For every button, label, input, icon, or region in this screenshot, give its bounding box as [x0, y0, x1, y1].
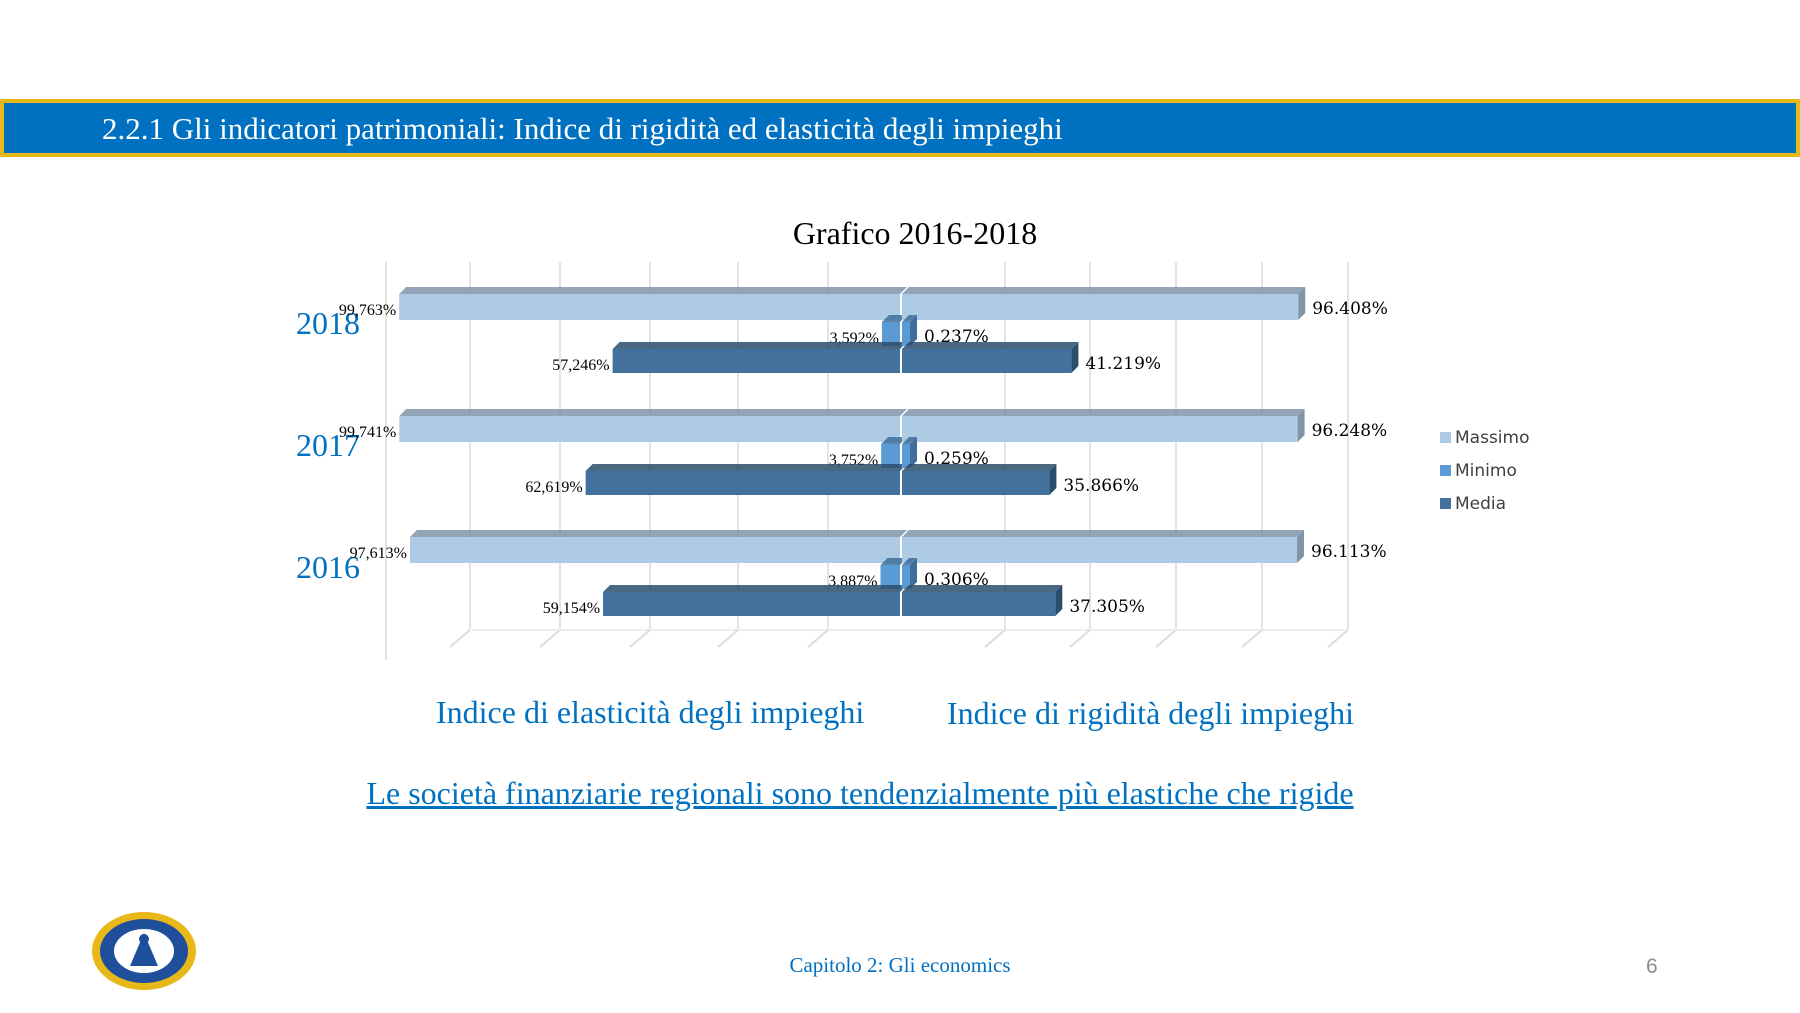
data-label-left-massimo: 97,613%: [350, 545, 407, 562]
bar-top: [902, 464, 1057, 471]
bar-minimo: [902, 322, 910, 346]
data-label-right-massimo: 96.248%: [1312, 421, 1388, 441]
year-label-2018: 2018: [296, 305, 360, 341]
bar-chart: 99,763%3,592%57,246%96.408%0.237%41.219%…: [339, 262, 1388, 660]
bar-top: [902, 558, 917, 565]
conclusion-link[interactable]: Le società finanziarie regionali sono te…: [366, 775, 1354, 811]
university-seal-icon: [90, 911, 198, 991]
data-label-right-media: 35.866%: [1063, 476, 1139, 496]
bar-side: [1055, 585, 1063, 616]
data-label-left-massimo: 99,741%: [339, 424, 396, 441]
legend-item-media: Media: [1440, 487, 1529, 520]
bar-top: [902, 315, 917, 322]
bar-media: [603, 592, 900, 616]
bar-minimo: [902, 565, 910, 589]
bar-side: [910, 437, 917, 468]
left-axis-caption: Indice di elasticità degli impieghi: [436, 694, 865, 730]
legend-label-massimo: Massimo: [1455, 427, 1530, 448]
data-label-right-media: 37.305%: [1069, 597, 1145, 617]
legend-label-minimo: Minimo: [1455, 460, 1517, 481]
bar-media: [902, 471, 1050, 495]
bar-massimo: [902, 294, 1299, 320]
legend-swatch-media: [1440, 498, 1451, 509]
bar-top: [902, 342, 1079, 349]
data-label-left-media: 62,619%: [525, 479, 582, 496]
data-label-left-massimo: 99,763%: [339, 302, 396, 319]
gridline-floor: [629, 629, 651, 648]
bar-minimo: [902, 444, 910, 468]
legend-swatch-minimo: [1440, 465, 1451, 476]
gridline-floor: [1155, 629, 1177, 648]
bar-minimo: [880, 565, 900, 589]
bar-massimo: [409, 537, 900, 563]
bar-top: [409, 530, 907, 537]
legend-swatch-massimo: [1440, 432, 1451, 443]
bar-top: [902, 585, 1063, 592]
page-title: 2.2.1 Gli indicatori patrimoniali: Indic…: [102, 111, 1063, 146]
year-label-2016: 2016: [296, 549, 360, 585]
bar-top: [399, 287, 907, 294]
legend-label-media: Media: [1455, 493, 1507, 514]
year-label-2017: 2017: [296, 427, 360, 463]
bar-media: [902, 349, 1072, 373]
right-axis-caption: Indice di rigidità degli impieghi: [947, 695, 1355, 731]
bar-minimo: [881, 444, 900, 468]
bar-massimo: [902, 537, 1298, 563]
gridline-floor: [449, 629, 471, 648]
bar-media: [612, 349, 900, 373]
bar-top: [612, 342, 907, 349]
gridline-floor: [1069, 629, 1091, 648]
bar-top: [902, 437, 917, 444]
bar-minimo: [881, 322, 900, 346]
bar-top: [902, 409, 1305, 416]
bar-media: [902, 592, 1056, 616]
bar-top: [585, 464, 907, 471]
bar-top: [603, 585, 907, 592]
bar-massimo: [399, 416, 900, 442]
chart-title: Grafico 2016-2018: [792, 215, 1038, 251]
data-label-left-media: 59,154%: [543, 600, 600, 617]
bar-top: [902, 287, 1306, 294]
gridline-floor: [717, 629, 739, 648]
bar-top: [880, 558, 907, 565]
bar-media: [585, 471, 900, 495]
data-label-left-media: 57,246%: [552, 357, 609, 374]
legend-item-minimo: Minimo: [1440, 454, 1529, 487]
bar-massimo: [399, 294, 900, 320]
data-label-right-media: 41.219%: [1085, 354, 1161, 374]
bar-top: [399, 409, 907, 416]
bar-side: [1297, 409, 1305, 442]
bar-top: [902, 530, 1305, 537]
bar-massimo: [902, 416, 1298, 442]
chart-legend: Massimo Minimo Media: [1440, 421, 1529, 520]
page-number: 6: [1646, 955, 1658, 978]
bar-side: [1049, 464, 1057, 495]
bar-side: [1298, 287, 1306, 320]
bar-side: [1297, 530, 1305, 563]
data-label-right-massimo: 96.408%: [1312, 299, 1388, 319]
bar-side: [1071, 342, 1079, 373]
bar-side: [910, 315, 917, 346]
gridline-floor: [1241, 629, 1263, 648]
gridline-floor: [807, 629, 829, 648]
gridline-floor: [1327, 629, 1349, 648]
gridline-floor: [539, 629, 561, 648]
gridline-floor: [984, 629, 1006, 648]
footer-chapter: Capitolo 2: Gli economics: [789, 953, 1011, 977]
title-bar: 2.2.1 Gli indicatori patrimoniali: Indic…: [0, 99, 1800, 157]
data-label-right-massimo: 96.113%: [1311, 542, 1387, 562]
bar-top: [881, 315, 907, 322]
bar-side: [910, 558, 917, 589]
bar-top: [881, 437, 907, 444]
legend-item-massimo: Massimo: [1440, 421, 1529, 454]
